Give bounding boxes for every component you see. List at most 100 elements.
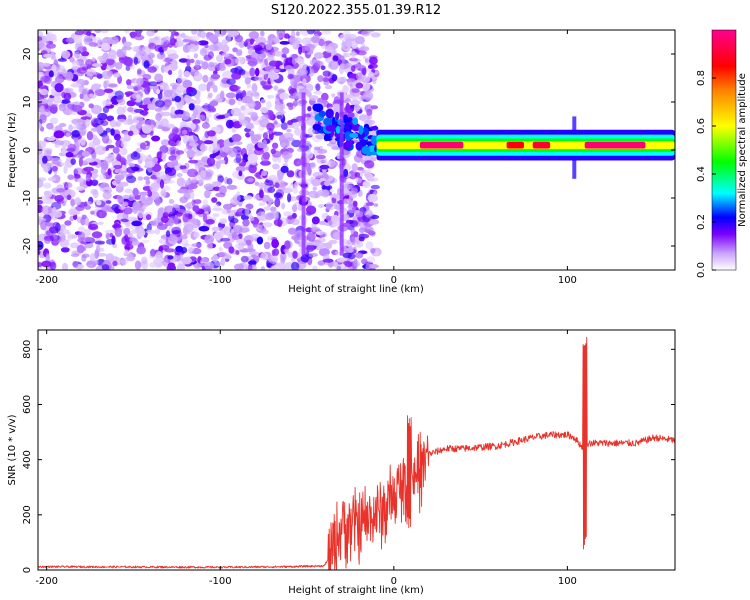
noise-speckle <box>321 92 329 101</box>
noise-speckle <box>273 85 279 91</box>
noise-speckle <box>296 233 301 238</box>
noise-speckle <box>91 63 103 67</box>
noise-speckle <box>221 44 230 53</box>
noise-speckle <box>159 85 164 90</box>
noise-speckle <box>342 198 350 205</box>
noise-speckle <box>160 215 169 223</box>
noise-speckle <box>232 47 238 53</box>
noise-speckle <box>54 222 61 232</box>
noise-speckle <box>235 89 243 94</box>
noise-speckle <box>123 227 131 235</box>
noise-speckle <box>115 62 123 70</box>
noise-speckle <box>202 74 209 83</box>
noise-speckle <box>77 238 83 243</box>
noise-speckle <box>329 162 337 167</box>
noise-speckle <box>346 240 352 245</box>
transition-patch <box>312 103 321 112</box>
noise-speckle <box>342 30 351 37</box>
noise-speckle <box>166 123 175 129</box>
noise-speckle <box>272 163 280 170</box>
noise-speckle <box>179 234 188 240</box>
noise-speckle <box>154 73 164 82</box>
noise-speckle <box>150 248 156 257</box>
noise-speckle <box>314 60 324 68</box>
noise-speckle <box>104 229 116 234</box>
noise-speckle <box>46 163 52 167</box>
noise-speckle <box>186 150 196 155</box>
noise-speckle <box>133 108 144 113</box>
noise-speckle <box>251 83 258 93</box>
snr-y-label: SNR (10 * v/v) <box>7 414 18 485</box>
noise-speckle <box>355 252 364 259</box>
noise-speckle <box>94 145 106 155</box>
noise-speckle <box>154 197 161 206</box>
noise-speckle <box>331 74 338 82</box>
noise-speckle <box>212 186 221 192</box>
noise-speckle <box>369 56 378 65</box>
noise-speckle <box>165 230 171 238</box>
noise-speckle <box>162 58 172 63</box>
noise-speckle <box>49 33 57 41</box>
noise-speckle <box>186 58 191 67</box>
noise-speckle <box>312 265 318 270</box>
noise-speckle <box>235 250 240 255</box>
noise-speckle <box>191 30 198 35</box>
noise-speckle <box>198 83 208 92</box>
noise-speckle <box>343 260 351 266</box>
noise-speckle <box>39 126 45 132</box>
noise-speckle <box>171 159 179 166</box>
noise-speckle <box>176 263 185 270</box>
noise-speckle <box>287 120 294 126</box>
noise-speckle <box>178 188 189 194</box>
noise-speckle <box>205 219 215 225</box>
noise-speckle <box>171 226 182 235</box>
noise-speckle <box>248 48 254 56</box>
noise-speckle <box>91 173 99 178</box>
noise-speckle <box>313 146 321 151</box>
noise-speckle <box>65 132 71 138</box>
y-tick-label: 0 <box>22 567 33 573</box>
noise-speckle <box>81 214 87 220</box>
noise-speckle <box>356 166 364 171</box>
noise-speckle <box>170 34 175 44</box>
noise-speckle <box>281 53 287 58</box>
noise-speckle <box>216 115 226 120</box>
noise-speckle <box>159 179 165 189</box>
noise-speckle <box>189 191 195 199</box>
noise-speckle <box>184 94 192 103</box>
noise-speckle <box>69 215 74 222</box>
noise-speckle <box>221 39 228 46</box>
noise-speckle <box>125 65 131 71</box>
noise-speckle <box>175 113 184 119</box>
noise-speckle <box>325 161 331 167</box>
noise-speckle <box>114 174 125 181</box>
noise-speckle <box>58 103 66 112</box>
noise-speckle <box>186 168 198 178</box>
noise-speckle <box>245 239 252 246</box>
noise-speckle <box>136 147 143 153</box>
noise-speckle <box>342 222 351 227</box>
noise-speckle <box>109 119 118 128</box>
noise-speckle <box>321 30 332 35</box>
noise-speckle <box>274 103 284 111</box>
noise-speckle <box>91 104 102 115</box>
noise-speckle <box>52 165 58 172</box>
noise-speckle <box>124 243 134 250</box>
noise-speckle <box>191 177 198 183</box>
noise-speckle <box>305 241 317 246</box>
noise-speckle <box>321 250 327 256</box>
transition-patch <box>358 125 364 135</box>
noise-speckle <box>271 238 279 249</box>
noise-speckle <box>94 249 99 259</box>
noise-speckle <box>163 89 173 98</box>
noise-speckle <box>255 67 260 77</box>
noise-speckle <box>183 243 190 247</box>
noise-speckle <box>58 123 67 127</box>
noise-speckle <box>102 191 112 200</box>
noise-speckle <box>363 94 374 99</box>
noise-speckle <box>331 197 337 204</box>
noise-speckle <box>230 217 239 224</box>
noise-speckle <box>182 79 193 89</box>
noise-speckle <box>43 182 52 189</box>
noise-speckle <box>243 195 253 200</box>
